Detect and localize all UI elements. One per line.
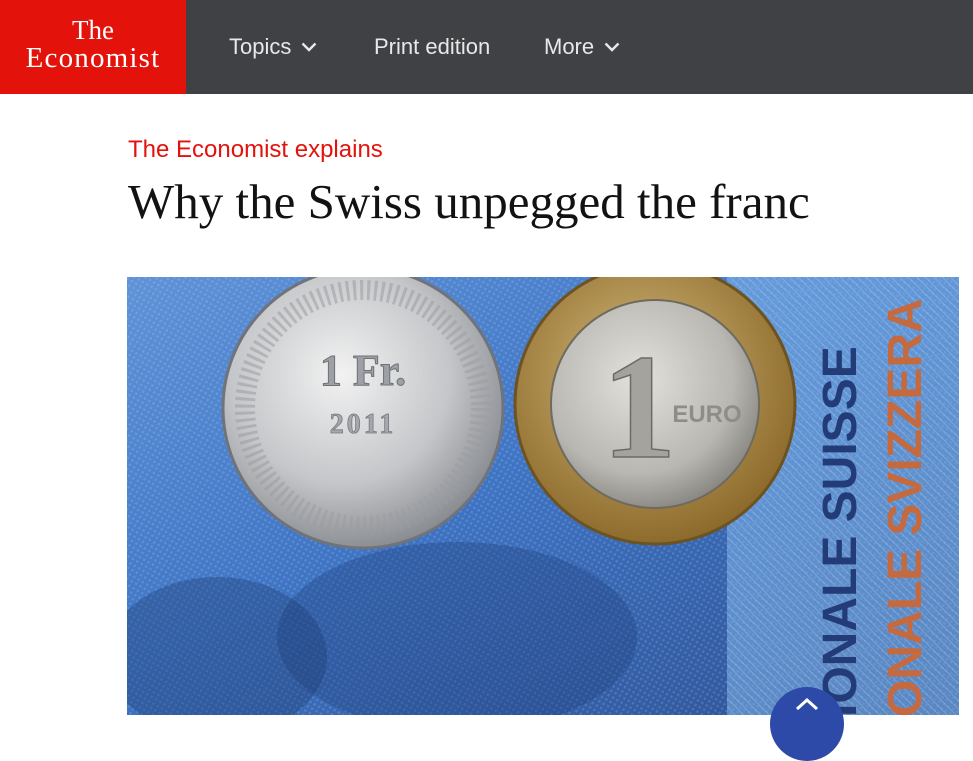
chevron-down-icon xyxy=(302,42,317,52)
logo-line-2: Economist xyxy=(25,42,161,74)
euro-coin-label: EURO xyxy=(672,401,741,428)
banknote-text-svizzera: ONALE SVIZZERA xyxy=(879,298,932,715)
chevron-up-icon xyxy=(795,697,819,711)
euro-coin: 1 EURO xyxy=(513,277,797,546)
nav-more-menu[interactable]: More xyxy=(544,0,620,94)
franc-coin-year: 2011 xyxy=(330,409,396,440)
euro-coin-denomination: 1 xyxy=(602,324,677,490)
article-headline: Why the Swiss unpegged the franc xyxy=(128,174,810,229)
franc-coin-denomination: 1 Fr. xyxy=(320,346,406,395)
scroll-to-top-button[interactable] xyxy=(770,687,844,761)
economist-logo[interactable]: The Economist xyxy=(0,0,186,94)
top-navigation-bar: The Economist Topics Print edition More xyxy=(0,0,973,94)
swiss-franc-coin: 1 Fr. 2011 xyxy=(221,277,505,550)
nav-more-label: More xyxy=(544,34,595,59)
chevron-down-icon xyxy=(604,42,620,52)
nav-topics-menu[interactable]: Topics xyxy=(229,0,317,94)
article-section-link[interactable]: The Economist explains xyxy=(128,136,383,163)
article-hero-image: 1 Fr. 2011 1 EURO IONALE SUISSE ONALE SV… xyxy=(127,277,959,715)
nav-print-edition-label: Print edition xyxy=(374,34,491,59)
nav-topics-label: Topics xyxy=(229,34,292,59)
banknote-text-suisse: IONALE SUISSE xyxy=(814,346,867,715)
nav-print-edition-link[interactable]: Print edition xyxy=(374,0,490,94)
logo-line-1: The xyxy=(72,15,114,45)
